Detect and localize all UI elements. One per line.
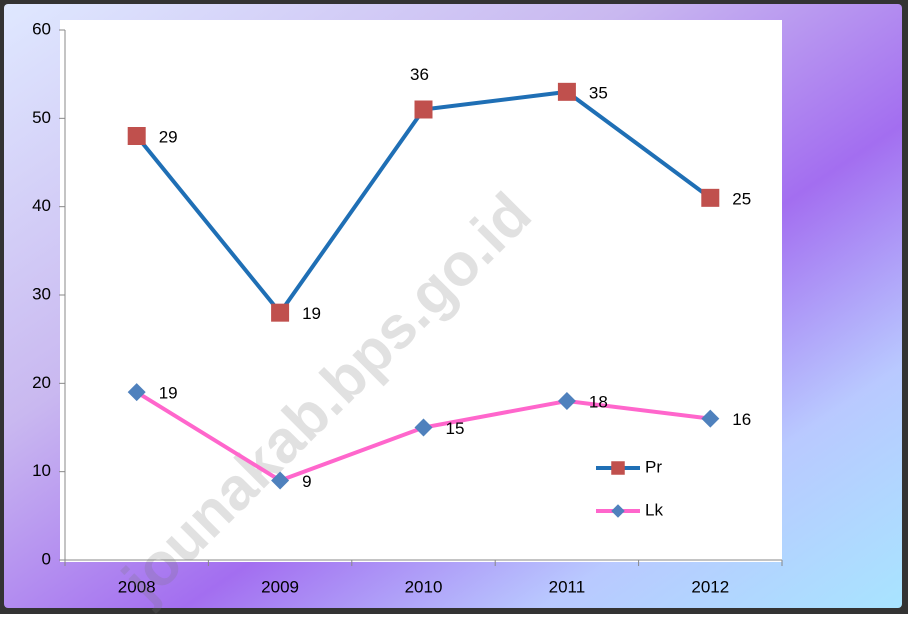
data-point: [127, 383, 146, 402]
legend-marker: [611, 504, 625, 518]
data-label: 25: [732, 189, 751, 208]
data-point: [557, 392, 576, 410]
data-label: 35: [589, 83, 608, 102]
data-point: [701, 409, 720, 428]
data-label: 36: [410, 65, 429, 84]
y-tick-label: 10: [32, 461, 51, 480]
data-label: 19: [159, 384, 178, 403]
y-tick-label: 20: [32, 373, 51, 392]
y-tick-label: 50: [32, 108, 51, 127]
x-tick-label: 2012: [691, 577, 729, 596]
x-tick-label: 2010: [405, 577, 443, 596]
data-point: [557, 82, 576, 101]
data-label: 9: [302, 472, 311, 491]
y-tick-label: 60: [32, 19, 51, 38]
x-tick-label: 2009: [261, 577, 299, 596]
legend-label: Pr: [645, 457, 662, 476]
x-tick-label: 2011: [549, 577, 586, 596]
data-point: [271, 303, 290, 322]
data-point: [414, 100, 433, 119]
data-point: [701, 188, 720, 207]
y-tick-label: 0: [42, 549, 51, 568]
data-point: [127, 127, 146, 145]
x-tick-label: 2008: [118, 577, 156, 596]
legend-label: Lk: [645, 500, 663, 519]
y-tick-label: 40: [32, 196, 51, 215]
data-point: [414, 418, 433, 437]
data-label: 18: [589, 392, 608, 411]
y-tick-label: 30: [32, 284, 51, 303]
data-label: 29: [159, 127, 178, 146]
data-label: 15: [446, 419, 465, 438]
data-label: 19: [302, 304, 321, 323]
legend-marker: [611, 461, 625, 475]
data-point: [271, 471, 290, 490]
data-label: 16: [732, 410, 751, 429]
